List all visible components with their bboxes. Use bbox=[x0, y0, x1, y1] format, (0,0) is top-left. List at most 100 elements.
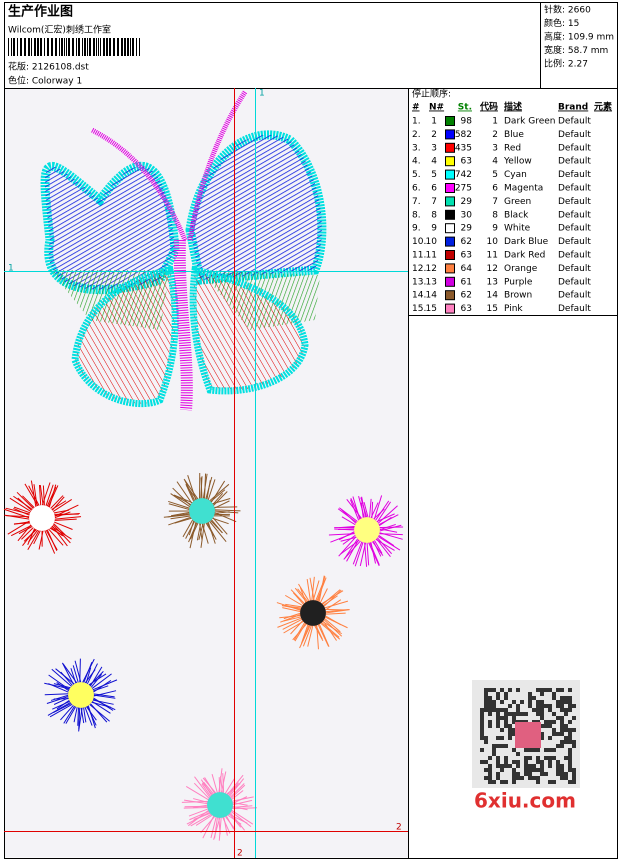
qr-cell bbox=[536, 760, 540, 764]
column-header: # bbox=[412, 103, 420, 113]
qr-cell bbox=[516, 704, 520, 708]
row-number: 7. bbox=[412, 197, 421, 207]
color-swatch bbox=[446, 224, 455, 233]
needle: 7 bbox=[431, 197, 437, 207]
qr-cell bbox=[560, 768, 564, 772]
qr-cell bbox=[568, 780, 572, 784]
qr-code bbox=[472, 680, 580, 788]
qr-cell bbox=[496, 724, 500, 728]
qr-cell bbox=[480, 728, 484, 732]
qr-cell bbox=[560, 776, 564, 780]
qr-cell bbox=[560, 772, 564, 776]
qr-cell bbox=[568, 748, 572, 752]
stat: 针数: 2660 bbox=[544, 4, 591, 16]
description: Dark Blue bbox=[504, 237, 549, 247]
qr-cell bbox=[556, 764, 560, 768]
code: 11 bbox=[487, 251, 498, 261]
qr-cell bbox=[560, 700, 564, 704]
description: Blue bbox=[504, 130, 524, 140]
qr-cell bbox=[512, 748, 516, 752]
qr-cell bbox=[504, 692, 508, 696]
bar bbox=[103, 38, 105, 56]
qr-cell bbox=[568, 736, 572, 740]
stat: 宽度: 58.7 mm bbox=[544, 44, 608, 56]
qr-cell bbox=[568, 756, 572, 760]
stitches: 62 bbox=[461, 291, 472, 301]
qr-cell bbox=[548, 704, 552, 708]
qr-cell bbox=[536, 712, 540, 716]
qr-cell bbox=[552, 712, 556, 716]
qr-cell bbox=[556, 704, 560, 708]
bar bbox=[72, 38, 74, 56]
qr-cell bbox=[556, 768, 560, 772]
row-number: 13. bbox=[412, 277, 426, 287]
qr-cell bbox=[552, 780, 556, 784]
qr-cell bbox=[484, 704, 488, 708]
bar bbox=[61, 38, 63, 56]
color-swatch bbox=[446, 130, 455, 139]
needle: 9 bbox=[431, 224, 437, 234]
qr-cell bbox=[480, 720, 484, 724]
bar bbox=[8, 38, 9, 56]
qr-cell bbox=[568, 752, 572, 756]
qr-cell bbox=[564, 756, 568, 760]
qr-cell bbox=[540, 716, 544, 720]
bar bbox=[136, 38, 137, 56]
qr-cell bbox=[516, 708, 520, 712]
color-swatch bbox=[446, 143, 455, 152]
bar bbox=[59, 38, 60, 56]
qr-cell bbox=[540, 700, 544, 704]
qr-cell bbox=[572, 744, 576, 748]
brand: Default bbox=[558, 237, 591, 247]
qr-cell bbox=[488, 780, 492, 784]
qr-cell bbox=[568, 760, 572, 764]
bar bbox=[13, 38, 15, 56]
description: Purple bbox=[504, 277, 533, 287]
needle: 3 bbox=[431, 143, 437, 153]
qr-cell bbox=[512, 700, 516, 704]
qr-cell bbox=[572, 704, 576, 708]
bar bbox=[34, 38, 36, 56]
flower-center bbox=[68, 682, 94, 708]
color-swatch bbox=[446, 237, 455, 246]
qr-cell bbox=[504, 760, 508, 764]
qr-cell bbox=[560, 740, 564, 744]
qr-cell bbox=[488, 720, 492, 724]
qr-cell bbox=[528, 696, 532, 700]
qr-cell bbox=[508, 704, 512, 708]
qr-cell bbox=[500, 716, 504, 720]
qr-cell bbox=[540, 688, 544, 692]
qr-cell bbox=[564, 740, 568, 744]
qr-cell bbox=[568, 696, 572, 700]
qr-cell bbox=[524, 768, 528, 772]
color-swatch bbox=[446, 157, 455, 166]
needle: 15 bbox=[426, 304, 437, 314]
qr-cell bbox=[560, 716, 564, 720]
qr-cell bbox=[544, 724, 548, 728]
code: 6 bbox=[492, 184, 498, 194]
qr-cell bbox=[500, 768, 504, 772]
bar bbox=[109, 38, 111, 56]
qr-cell bbox=[552, 756, 556, 760]
qr-cell bbox=[488, 772, 492, 776]
flower-center bbox=[207, 792, 233, 818]
brand: Default bbox=[558, 117, 591, 127]
qr-cell bbox=[516, 752, 520, 756]
qr-cell bbox=[492, 708, 496, 712]
qr-cell bbox=[544, 772, 548, 776]
qr-cell bbox=[536, 756, 540, 760]
code: 10 bbox=[487, 237, 499, 247]
qr-cell bbox=[500, 780, 504, 784]
qr-cell bbox=[568, 740, 572, 744]
qr-cell bbox=[528, 700, 532, 704]
qr-cell bbox=[520, 700, 524, 704]
code: 9 bbox=[492, 224, 498, 234]
stitches: 98 bbox=[461, 117, 473, 127]
qr-cell bbox=[508, 728, 512, 732]
qr-cell bbox=[528, 772, 532, 776]
needle: 10 bbox=[426, 237, 438, 247]
qr-cell bbox=[528, 768, 532, 772]
qr-cell bbox=[528, 776, 532, 780]
qr-cell bbox=[516, 712, 520, 716]
stitches: 742 bbox=[455, 170, 472, 180]
